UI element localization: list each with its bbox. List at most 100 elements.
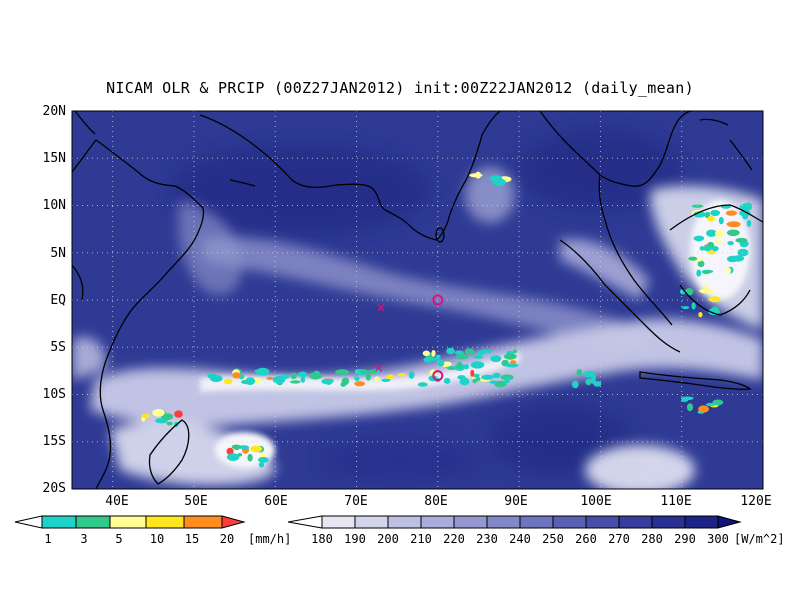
olr-colorbar [287, 515, 742, 529]
olr-colorbar-swatch [420, 515, 455, 529]
precip-patch [726, 221, 741, 227]
precip-colorbar-arrow-left [14, 515, 43, 529]
precip-patch [481, 374, 494, 380]
precip-patch [272, 375, 286, 384]
precip-patch [504, 377, 510, 384]
precip-patch [231, 444, 242, 450]
map-frame [71, 110, 764, 490]
precip-patch [210, 374, 223, 383]
lat-label-5n: 5N [50, 246, 66, 261]
lon-label-50e: 50E [184, 494, 208, 509]
precip-patch [258, 456, 269, 463]
precip-patch [298, 371, 308, 378]
precip-patch [470, 369, 475, 377]
precip-patch [232, 372, 241, 379]
precip-patch [697, 260, 705, 268]
precip-patch [693, 211, 706, 218]
precip-patch [706, 402, 716, 407]
olr-colorbar-swatch [387, 515, 422, 529]
precip-patch [681, 306, 690, 310]
precip-patch [250, 445, 263, 453]
olr-tick-230: 230 [476, 532, 498, 546]
precip-patch [300, 376, 306, 383]
map-plot-area: ×× [72, 111, 763, 489]
map-gridlines [72, 111, 763, 489]
lon-label-120e: 120E [740, 494, 772, 509]
marker-circle-icon [432, 370, 444, 382]
precip-patch [141, 413, 151, 419]
precip-patch [698, 312, 703, 318]
olr-colorbar-swatch [684, 515, 719, 529]
precip-tick-3: 3 [80, 532, 87, 546]
precip-patch [341, 377, 350, 386]
precip-patch [290, 372, 297, 380]
lon-label-60e: 60E [264, 494, 288, 509]
precip-colorbar-ticks: 1 3 5 10 15 20 [mm/h] [44, 532, 291, 546]
precip-patch [708, 308, 720, 316]
precip-patch [475, 171, 481, 179]
lat-label-15s: 15S [42, 434, 66, 449]
lon-label-90e: 90E [504, 494, 528, 509]
precip-patch [725, 210, 738, 216]
precip-unit: [mm/h] [248, 532, 291, 546]
precip-patch [726, 255, 739, 263]
precip-patch [712, 246, 719, 252]
precip-colorbar [14, 515, 246, 529]
olr-colorbar-swatch [585, 515, 620, 529]
typhoon-markers: ×× [373, 294, 444, 382]
olr-colorbar-swatch [552, 515, 587, 529]
precip-patch [708, 296, 721, 303]
precip-patch [475, 377, 481, 381]
precip-patch [308, 372, 323, 380]
olr-colorbar-swatch [321, 515, 356, 529]
marker-circle-icon [432, 294, 444, 306]
precip-patch [166, 421, 173, 426]
precip-colorbar-swatch-4 [145, 515, 185, 529]
precip-patch [456, 353, 469, 360]
precip-patch [746, 220, 752, 227]
olr-tick-270: 270 [608, 532, 630, 546]
precip-patch [386, 374, 394, 381]
lon-label-100e: 100E [580, 494, 612, 509]
precip-patch [456, 361, 463, 369]
lat-label-20s: 20S [42, 481, 66, 496]
olr-tick-240: 240 [509, 532, 531, 546]
precip-patch [174, 410, 183, 418]
lat-label-eq: EQ [50, 293, 66, 308]
precip-patch [735, 237, 748, 243]
lon-label-70e: 70E [344, 494, 368, 509]
precip-patch [417, 382, 428, 387]
precip-patch [470, 361, 485, 369]
precip-patch [437, 359, 445, 367]
precip-patch [459, 377, 470, 386]
olr-variability [170, 130, 680, 480]
precip-patch [712, 240, 724, 245]
precip-patch [691, 302, 696, 310]
precip-patch [431, 350, 436, 357]
precip-patch [226, 453, 240, 461]
olr-tick-200: 200 [377, 532, 399, 546]
precip-patch [490, 355, 502, 363]
precip-patch [485, 349, 492, 354]
precip-patch [739, 210, 751, 217]
precip-patch [161, 413, 174, 421]
precip-patch [504, 353, 517, 360]
precip-patch [473, 373, 480, 378]
precip-patch [365, 373, 371, 381]
precip-tick-20: 20 [220, 532, 234, 546]
precip-patch [492, 178, 506, 187]
precip-patch [492, 372, 501, 379]
precip-patch [721, 205, 731, 209]
precip-patch [702, 246, 709, 250]
olr-colorbar-ticks: 180 190 200 210 220 230 240 250 260 270 … [311, 532, 784, 546]
precip-patch [712, 399, 724, 406]
lat-label-10s: 10S [42, 387, 66, 402]
olr-tick-180: 180 [311, 532, 333, 546]
precip-patch [693, 235, 705, 242]
precip-patch [737, 248, 749, 257]
precip-patch [706, 229, 717, 237]
precip-patch [245, 377, 256, 385]
precip-patch [691, 204, 704, 208]
precip-tick-1: 1 [44, 532, 51, 546]
olr-colorbar-arrow-left [287, 515, 323, 529]
